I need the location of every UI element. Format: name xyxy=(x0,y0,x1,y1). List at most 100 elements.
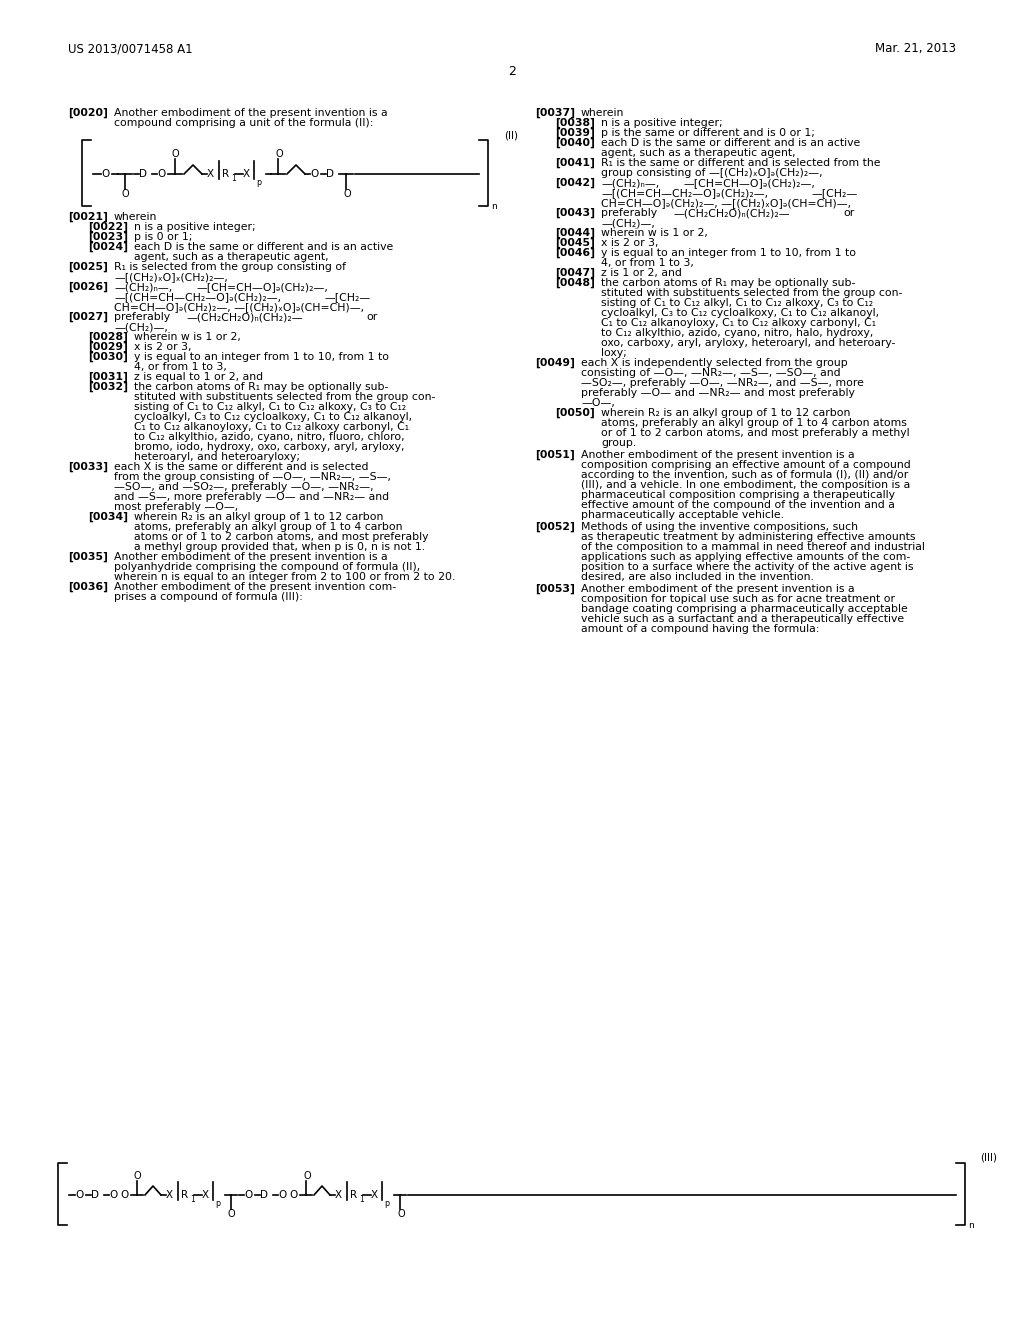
Text: O: O xyxy=(101,169,110,180)
Text: preferably —O— and —NR₂— and most preferably: preferably —O— and —NR₂— and most prefer… xyxy=(581,388,855,399)
Text: atoms or of 1 to 2 carbon atoms, and most preferably: atoms or of 1 to 2 carbon atoms, and mos… xyxy=(134,532,428,543)
Text: 1: 1 xyxy=(231,174,236,183)
Text: cycloalkyl, C₃ to C₁₂ cycloalkoxy, C₁ to C₁₂ alkanoyl,: cycloalkyl, C₃ to C₁₂ cycloalkoxy, C₁ to… xyxy=(601,308,880,318)
Text: group.: group. xyxy=(601,438,636,447)
Text: [0046]: [0046] xyxy=(555,248,595,259)
Text: Mar. 21, 2013: Mar. 21, 2013 xyxy=(874,42,956,55)
Text: applications such as applying effective amounts of the com-: applications such as applying effective … xyxy=(581,552,910,562)
Text: each D is the same or different and is an active: each D is the same or different and is a… xyxy=(601,139,860,148)
Text: —(CH₂)—,: —(CH₂)—, xyxy=(601,218,655,228)
Text: desired, are also included in the invention.: desired, are also included in the invent… xyxy=(581,572,814,582)
Text: wherein w is 1 or 2,: wherein w is 1 or 2, xyxy=(601,228,708,238)
Text: agent, such as a therapeutic agent,: agent, such as a therapeutic agent, xyxy=(601,148,796,158)
Text: [0028]: [0028] xyxy=(88,333,128,342)
Text: Another embodiment of the present invention is a: Another embodiment of the present invent… xyxy=(114,108,388,117)
Text: [0040]: [0040] xyxy=(555,139,595,148)
Text: to C₁₂ alkylthio, azido, cyano, nitro, halo, hydroxy,: to C₁₂ alkylthio, azido, cyano, nitro, h… xyxy=(601,327,873,338)
Text: R: R xyxy=(350,1191,357,1200)
Text: each D is the same or different and is an active: each D is the same or different and is a… xyxy=(134,242,393,252)
Text: each X is independently selected from the group: each X is independently selected from th… xyxy=(581,358,848,368)
Text: as therapeutic treatment by administering effective amounts: as therapeutic treatment by administerin… xyxy=(581,532,915,543)
Text: [0032]: [0032] xyxy=(88,381,128,392)
Text: D: D xyxy=(91,1191,99,1200)
Text: [0023]: [0023] xyxy=(88,232,128,243)
Text: preferably: preferably xyxy=(601,209,657,218)
Text: (III): (III) xyxy=(980,1152,997,1163)
Text: Another embodiment of the present invention is a: Another embodiment of the present invent… xyxy=(114,552,388,562)
Text: —[(CH=CH—CH₂—O]ₔ(CH₂)₂—,: —[(CH=CH—CH₂—O]ₔ(CH₂)₂—, xyxy=(601,187,768,198)
Text: 2: 2 xyxy=(508,65,516,78)
Text: —[(CH₂)ₓO]ₓ(CH₂)₂—,: —[(CH₂)ₓO]ₓ(CH₂)₂—, xyxy=(114,272,228,282)
Text: 1: 1 xyxy=(359,1195,364,1204)
Text: —SO—, and —SO₂—, preferably —O—, —NR₂—,: —SO—, and —SO₂—, preferably —O—, —NR₂—, xyxy=(114,482,374,492)
Text: or: or xyxy=(843,209,854,218)
Text: X: X xyxy=(371,1191,378,1200)
Text: sisting of C₁ to C₁₂ alkyl, C₁ to C₁₂ alkoxy, C₃ to C₁₂: sisting of C₁ to C₁₂ alkyl, C₁ to C₁₂ al… xyxy=(134,403,407,412)
Text: Another embodiment of the present invention com-: Another embodiment of the present invent… xyxy=(114,582,396,591)
Text: pharmaceutically acceptable vehicle.: pharmaceutically acceptable vehicle. xyxy=(581,510,784,520)
Text: X: X xyxy=(243,169,250,180)
Text: C₁ to C₁₂ alkanoyloxy, C₁ to C₁₂ alkoxy carbonyl, C₁: C₁ to C₁₂ alkanoyloxy, C₁ to C₁₂ alkoxy … xyxy=(134,422,409,432)
Text: the carbon atoms of R₁ may be optionally sub-: the carbon atoms of R₁ may be optionally… xyxy=(601,279,855,288)
Text: R₁ is the same or different and is selected from the: R₁ is the same or different and is selec… xyxy=(601,158,881,168)
Text: according to the invention, such as of formula (I), (II) and/or: according to the invention, such as of f… xyxy=(581,470,908,480)
Text: [0031]: [0031] xyxy=(88,372,128,383)
Text: [0053]: [0053] xyxy=(535,583,574,594)
Text: compound comprising a unit of the formula (II):: compound comprising a unit of the formul… xyxy=(114,117,374,128)
Text: X: X xyxy=(207,169,214,180)
Text: O: O xyxy=(134,1171,141,1181)
Text: O: O xyxy=(228,1209,236,1218)
Text: [0043]: [0043] xyxy=(555,209,595,218)
Text: p is 0 or 1;: p is 0 or 1; xyxy=(134,232,193,242)
Text: cycloalkyl, C₃ to C₁₂ cycloalkoxy, C₁ to C₁₂ alkanoyl,: cycloalkyl, C₃ to C₁₂ cycloalkoxy, C₁ to… xyxy=(134,412,412,422)
Text: O: O xyxy=(244,1191,252,1200)
Text: Another embodiment of the present invention is a: Another embodiment of the present invent… xyxy=(581,450,855,459)
Text: US 2013/0071458 A1: US 2013/0071458 A1 xyxy=(68,42,193,55)
Text: wherein: wherein xyxy=(581,108,625,117)
Text: position to a surface where the activity of the active agent is: position to a surface where the activity… xyxy=(581,562,913,572)
Text: [0033]: [0033] xyxy=(68,462,108,473)
Text: (III), and a vehicle. In one embodiment, the composition is a: (III), and a vehicle. In one embodiment,… xyxy=(581,480,910,490)
Text: O: O xyxy=(275,149,283,158)
Text: group consisting of —[(CH₂)ₓO]ₔ(CH₂)₂—,: group consisting of —[(CH₂)ₓO]ₔ(CH₂)₂—, xyxy=(601,168,822,178)
Text: stituted with substituents selected from the group con-: stituted with substituents selected from… xyxy=(601,288,902,298)
Text: O: O xyxy=(75,1191,83,1200)
Text: CH=CH—O]ₔ(CH₂)₂—, —[(CH₂)ₓO]ₔ(CH=CH)—,: CH=CH—O]ₔ(CH₂)₂—, —[(CH₂)ₓO]ₔ(CH=CH)—, xyxy=(601,198,851,209)
Text: most preferably —O—,: most preferably —O—, xyxy=(114,502,239,512)
Text: —(CH₂CH₂O)ₙ(CH₂)₂—: —(CH₂CH₂O)ₙ(CH₂)₂— xyxy=(673,209,790,218)
Text: wherein n is equal to an integer from 2 to 100 or from 2 to 20.: wherein n is equal to an integer from 2 … xyxy=(114,572,456,582)
Text: O: O xyxy=(278,1191,287,1200)
Text: a methyl group provided that, when p is 0, n is not 1.: a methyl group provided that, when p is … xyxy=(134,543,425,552)
Text: p: p xyxy=(215,1199,220,1208)
Text: stituted with substituents selected from the group con-: stituted with substituents selected from… xyxy=(134,392,435,403)
Text: —[(CH=CH—CH₂—O]ₔ(CH₂)₂—,: —[(CH=CH—CH₂—O]ₔ(CH₂)₂—, xyxy=(114,292,282,302)
Text: polyanhydride comprising the compound of formula (II),: polyanhydride comprising the compound of… xyxy=(114,562,420,572)
Text: [0050]: [0050] xyxy=(555,408,595,418)
Text: n: n xyxy=(490,202,497,211)
Text: —[CH₂—: —[CH₂— xyxy=(811,187,857,198)
Text: O: O xyxy=(310,169,318,180)
Text: (II): (II) xyxy=(504,129,518,140)
Text: wherein R₂ is an alkyl group of 1 to 12 carbon: wherein R₂ is an alkyl group of 1 to 12 … xyxy=(134,512,383,521)
Text: p: p xyxy=(384,1199,389,1208)
Text: X: X xyxy=(166,1191,173,1200)
Text: atoms, preferably an alkyl group of 1 to 4 carbon: atoms, preferably an alkyl group of 1 to… xyxy=(134,521,402,532)
Text: [0022]: [0022] xyxy=(88,222,128,232)
Text: n is a positive integer;: n is a positive integer; xyxy=(134,222,256,232)
Text: [0026]: [0026] xyxy=(68,282,108,292)
Text: each X is the same or different and is selected: each X is the same or different and is s… xyxy=(114,462,369,473)
Text: or of 1 to 2 carbon atoms, and most preferably a methyl: or of 1 to 2 carbon atoms, and most pref… xyxy=(601,428,909,438)
Text: [0034]: [0034] xyxy=(88,512,128,523)
Text: or: or xyxy=(366,312,377,322)
Text: —(CH₂CH₂O)ₙ(CH₂)₂—: —(CH₂CH₂O)ₙ(CH₂)₂— xyxy=(186,312,303,322)
Text: loxy;: loxy; xyxy=(601,348,627,358)
Text: [0041]: [0041] xyxy=(555,158,595,168)
Text: [0039]: [0039] xyxy=(555,128,595,139)
Text: D: D xyxy=(260,1191,268,1200)
Text: p: p xyxy=(256,178,261,187)
Text: wherein w is 1 or 2,: wherein w is 1 or 2, xyxy=(134,333,241,342)
Text: preferably: preferably xyxy=(114,312,170,322)
Text: Methods of using the inventive compositions, such: Methods of using the inventive compositi… xyxy=(581,521,858,532)
Text: agent, such as a therapeutic agent,: agent, such as a therapeutic agent, xyxy=(134,252,329,261)
Text: O: O xyxy=(122,189,130,199)
